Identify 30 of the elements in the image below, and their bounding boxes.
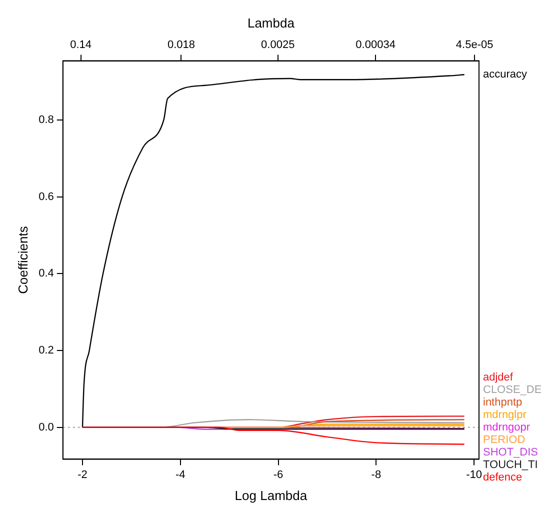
x2-tick-label: 4.5e-05 [456,39,494,52]
x-tick-label: -8 [371,468,382,481]
x-tick-label: -4 [175,468,186,481]
x2-axis-title: Lambda [247,15,296,30]
y-tick-label: 0.0 [38,421,54,434]
series-label: PERIOD [483,434,526,446]
text: SHOT_DIS [483,446,538,458]
x-tick-label: -6 [273,468,284,481]
text: adjdef [483,371,514,384]
text: defence [483,471,522,484]
x-axis-title: Log Lambda [234,488,308,503]
y-axis-title: Coefficients [15,226,30,294]
series-label: inthpntp [483,396,522,408]
x2-tick-label: 0.00034 [356,39,396,52]
x2-tick-label: 0.0025 [261,39,295,52]
text: TOUCH_TI [483,458,538,471]
series-label: mdrnglpr [483,408,527,421]
x-tick-label: -10 [466,468,482,481]
y-tick-label: 0.8 [38,114,54,126]
line-series [82,74,465,428]
x-tick-label: -2 [78,468,88,481]
series-label: accuracy [483,68,528,81]
x2-tick-label: 0.14 [70,39,92,52]
y-tick-label: 0.4 [38,268,54,280]
y-tick-label: 0.2 [38,344,54,357]
x2-tick-label: 0.018 [167,39,196,52]
line-series [82,426,465,445]
y-tick-label: 0.6 [38,190,54,203]
series-label: mdrngopr [483,421,530,434]
text: CLOSE_DE [483,384,542,396]
